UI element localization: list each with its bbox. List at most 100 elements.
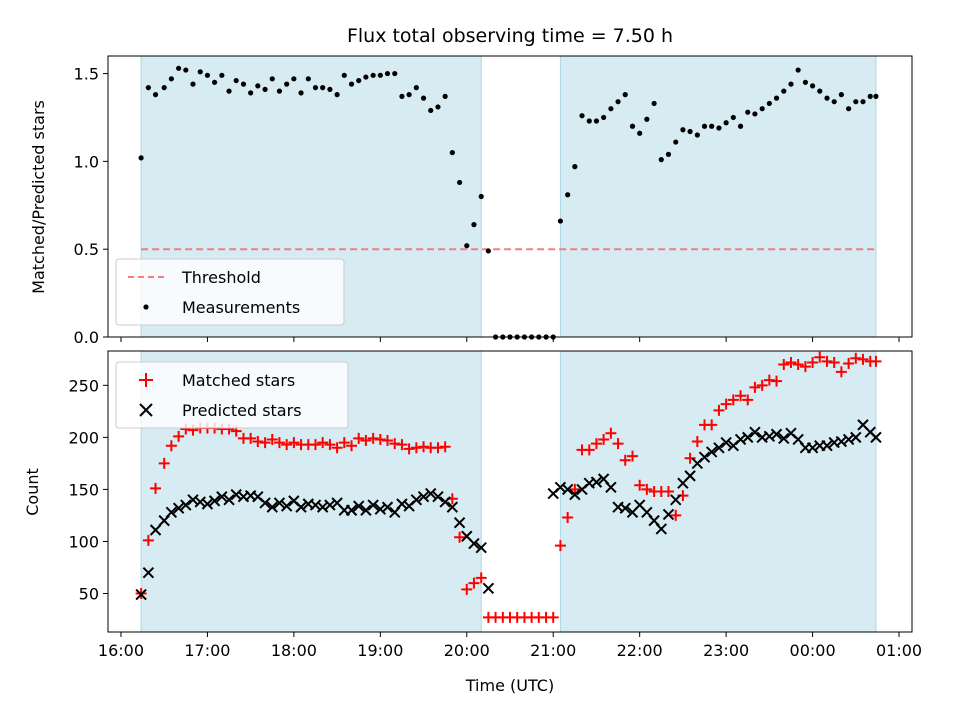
matched-star-point <box>403 443 415 455</box>
measurement-point <box>608 106 614 112</box>
matched-star-point <box>857 353 869 365</box>
predicted-star-point <box>316 501 329 513</box>
predicted-star-point <box>655 523 667 535</box>
measurement-point <box>673 139 679 145</box>
measurement-point <box>334 92 340 98</box>
predicted-star-point <box>684 470 696 482</box>
matched-star-point <box>475 572 487 584</box>
matched-star-point <box>288 437 300 449</box>
measurement-point <box>168 76 174 82</box>
predicted-star-point <box>605 481 617 494</box>
shaded-span-2 <box>559 55 877 338</box>
predicted-star-point <box>670 494 682 506</box>
measurement-point <box>298 90 304 96</box>
matched-star-point <box>346 440 358 452</box>
measurement-point <box>730 114 736 121</box>
x-axis-label: Time (UTC) <box>465 676 554 695</box>
predicted-stars-points <box>135 419 882 601</box>
measurement-point <box>817 88 823 94</box>
predicted-star-point <box>345 504 358 516</box>
measurement-point <box>644 116 650 122</box>
predicted-star-point <box>770 428 783 440</box>
predicted-legend-label: Predicted stars <box>182 401 302 420</box>
measurement-point <box>456 179 463 186</box>
predicted-star-point <box>870 431 882 444</box>
measurement-point <box>464 243 470 249</box>
predicted-star-point <box>273 497 286 509</box>
x-tick-label: 21:00 <box>530 641 576 660</box>
predicted-star-point <box>374 503 387 515</box>
top-axes-frame <box>107 55 913 338</box>
measurement-point <box>370 72 376 78</box>
predicted-star-point <box>353 500 365 512</box>
bottom-shaded-spans <box>140 350 877 633</box>
measurement-point <box>276 88 283 94</box>
matched-star-point <box>713 404 725 416</box>
measurement-point <box>766 100 772 107</box>
matched-star-point <box>691 436 703 448</box>
matched-star-point <box>619 454 631 466</box>
measurement-point <box>485 248 491 254</box>
measurement-point <box>802 79 809 85</box>
predicted-star-point <box>223 494 235 506</box>
matched-star-point <box>612 438 624 450</box>
measurement-point <box>183 67 189 73</box>
predicted-star-point <box>705 446 718 458</box>
measurement-point <box>809 83 816 89</box>
measurement-point <box>586 118 592 124</box>
matched-star-point <box>605 427 617 439</box>
measurement-point <box>176 65 182 71</box>
measurement-point <box>478 193 484 200</box>
measurement-point <box>795 67 801 73</box>
predicted-star-point <box>149 524 162 536</box>
predicted-star-point <box>266 501 278 513</box>
measurement-point <box>773 95 780 101</box>
predicted-star-point <box>259 497 271 509</box>
matched-star-point <box>165 440 177 452</box>
matched-star-point <box>245 432 257 444</box>
y-tick-label: 0.0 <box>74 328 99 347</box>
predicted-star-point <box>425 487 437 500</box>
measurement-point <box>759 106 765 112</box>
predicted-star-point <box>309 499 322 511</box>
measurement-point <box>665 151 672 157</box>
shaded-span-2 <box>559 350 877 633</box>
predicted-star-point <box>590 476 603 488</box>
matched-star-point <box>749 381 761 393</box>
matched-star-point <box>142 534 154 546</box>
measurement-point <box>320 85 326 91</box>
matched-star-point <box>410 442 422 454</box>
predicted-star-point <box>842 433 855 446</box>
matched-star-point <box>720 398 732 410</box>
matched-star-point <box>792 359 804 371</box>
measurement-point <box>831 99 837 105</box>
matched-star-point <box>324 439 336 451</box>
measurement-point <box>413 85 419 91</box>
predicted-star-point <box>720 436 732 449</box>
bottom-panel: 16:00 17:00 18:00 19:00 20:00 21:00 22:00 23:00… <box>23 350 922 695</box>
predicted-star-point <box>850 431 862 444</box>
measurement-point <box>211 79 218 85</box>
measurement-point <box>658 157 664 163</box>
matched-star-point <box>756 379 768 391</box>
measurement-point <box>197 69 203 75</box>
top-y-axis-label: Matched/Predicted stars <box>29 100 48 294</box>
measurement-point <box>723 120 729 126</box>
y-tick-label: 250 <box>68 376 99 395</box>
x-tick-label: 17:00 <box>184 641 230 660</box>
matched-star-point <box>547 611 559 623</box>
predicted-star-point <box>778 432 790 445</box>
matched-star-point <box>662 486 674 497</box>
matched-star-point <box>850 352 862 364</box>
matched-star-point <box>309 439 321 451</box>
matched-star-point <box>418 441 430 453</box>
predicted-star-point <box>135 588 147 601</box>
top-legend-box <box>115 258 345 326</box>
predicted-star-point <box>806 442 819 454</box>
matched-star-point <box>158 457 170 469</box>
predicted-star-point <box>417 490 430 503</box>
predicted-star-point <box>453 517 466 529</box>
predicted-star-point <box>763 430 776 443</box>
measurement-point <box>284 81 290 87</box>
